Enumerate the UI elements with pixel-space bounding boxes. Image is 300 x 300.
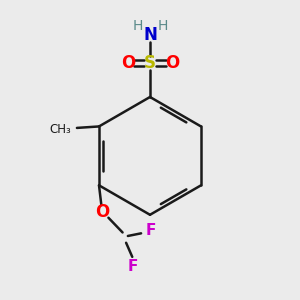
Text: N: N bbox=[143, 26, 157, 44]
Text: O: O bbox=[121, 54, 135, 72]
Text: O: O bbox=[165, 54, 179, 72]
Text: O: O bbox=[95, 203, 109, 221]
Text: H: H bbox=[132, 19, 142, 33]
Text: F: F bbox=[128, 259, 138, 274]
Text: F: F bbox=[145, 224, 156, 238]
Text: CH₃: CH₃ bbox=[49, 123, 71, 136]
Text: H: H bbox=[158, 19, 168, 33]
Text: S: S bbox=[144, 54, 156, 72]
